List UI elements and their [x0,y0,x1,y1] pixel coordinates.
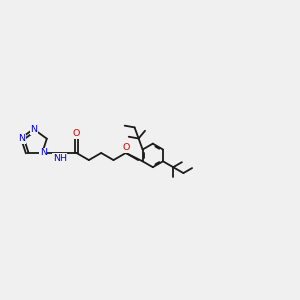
Text: O: O [73,129,80,138]
Text: N: N [30,125,37,134]
Text: N: N [40,148,47,158]
Text: NH: NH [53,154,67,163]
Text: O: O [122,143,130,152]
Text: N: N [18,134,25,143]
